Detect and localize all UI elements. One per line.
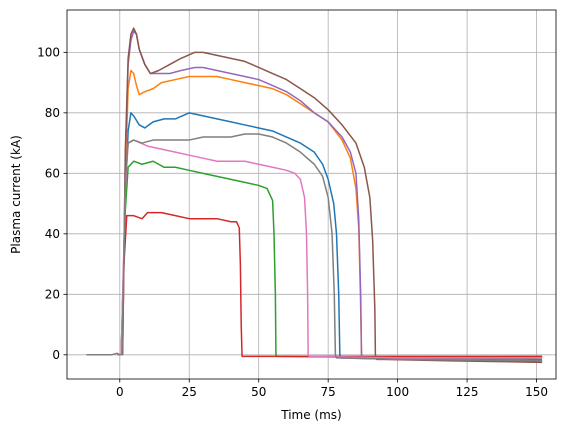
grid-lines <box>67 10 556 379</box>
series-line-7 <box>120 139 543 359</box>
x-tick-label: 50 <box>251 385 266 399</box>
y-tick-label: 100 <box>37 46 60 60</box>
series-layer <box>86 27 543 364</box>
x-tick-label: 75 <box>321 385 336 399</box>
series-line-1 <box>120 112 543 362</box>
y-tick-label: 60 <box>45 167 60 181</box>
plot-area-frame <box>66 9 557 380</box>
series-line-8 <box>86 133 543 362</box>
series-line-4 <box>120 211 543 358</box>
x-axis-label: Time (ms) <box>280 408 342 422</box>
x-tick-label: 125 <box>456 385 479 399</box>
series-line-6 <box>121 27 543 364</box>
series-line-3 <box>120 160 543 361</box>
axis-ticks: 0 25 50 75 100 125 150 0 20 40 60 80 100 <box>37 46 548 399</box>
y-tick-label: 0 <box>52 348 60 362</box>
x-tick-label: 150 <box>525 385 548 399</box>
x-tick-label: 100 <box>386 385 409 399</box>
y-tick-label: 40 <box>45 227 60 241</box>
y-tick-label: 20 <box>45 288 60 302</box>
x-tick-label: 25 <box>182 385 197 399</box>
y-axis-label: Plasma current (kA) <box>9 135 23 254</box>
y-tick-label: 80 <box>45 106 60 120</box>
x-tick-label: 0 <box>116 385 124 399</box>
